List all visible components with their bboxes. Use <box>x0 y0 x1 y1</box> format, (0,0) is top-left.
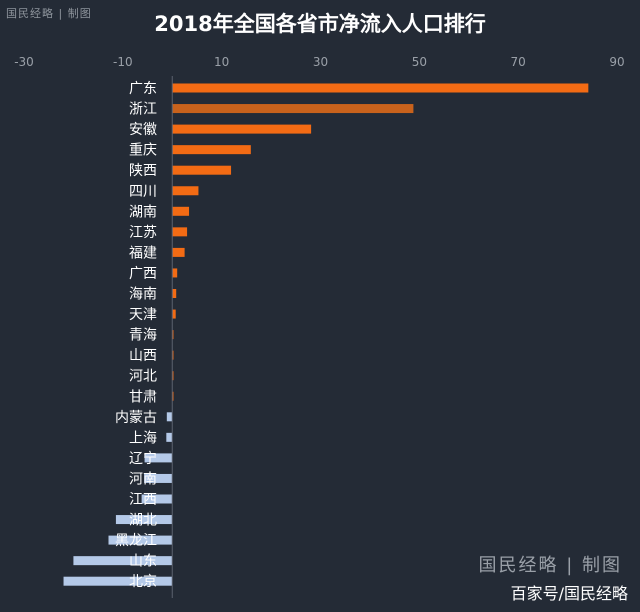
bar-13 <box>172 330 174 340</box>
category-label: 上海 <box>129 430 157 446</box>
category-label: 重庆 <box>129 143 157 159</box>
category-label: 天津 <box>129 307 157 323</box>
bar-15 <box>172 371 174 381</box>
chart-title: 2018年全国各省市净流入人口排行 <box>154 12 486 36</box>
bar-22 <box>115 515 173 525</box>
bar-14 <box>172 350 174 360</box>
bar-10 <box>172 268 178 278</box>
category-label: 北京 <box>129 574 157 590</box>
bar-7 <box>172 206 190 216</box>
category-label: 甘肃 <box>129 389 157 405</box>
category-label: 陕西 <box>129 163 157 179</box>
x-tick-label: 30 <box>313 55 328 69</box>
bar-2 <box>172 104 414 114</box>
category-label: 山东 <box>129 554 157 570</box>
bar-5 <box>172 165 232 175</box>
bar-17 <box>166 412 173 422</box>
bar-24 <box>73 556 173 566</box>
bar-20 <box>144 473 173 483</box>
watermark-badge-top: 国民经略 | 制图 <box>6 7 92 20</box>
category-label: 海南 <box>129 287 157 303</box>
category-label: 广西 <box>129 266 157 282</box>
x-tick-label: 50 <box>412 55 427 69</box>
bar-1 <box>172 83 589 93</box>
category-label: 河北 <box>129 369 157 385</box>
bar-3 <box>172 124 312 134</box>
category-label: 湖北 <box>129 513 157 529</box>
category-label: 江西 <box>129 492 157 508</box>
x-tick-label: 70 <box>511 55 526 69</box>
bar-18 <box>166 432 173 442</box>
x-tick-label: -10 <box>113 55 133 69</box>
category-label: 青海 <box>129 328 157 344</box>
bar-21 <box>141 494 173 504</box>
bar-4 <box>172 145 251 155</box>
category-label: 四川 <box>129 184 157 200</box>
category-label: 福建 <box>129 245 157 261</box>
category-label: 江苏 <box>129 225 157 241</box>
x-tick-label: 90 <box>609 55 624 69</box>
category-label: 内蒙古 <box>115 410 157 426</box>
x-tick-label: -30 <box>14 55 34 69</box>
bar-19 <box>144 453 173 463</box>
category-label: 浙江 <box>129 102 157 118</box>
bar-9 <box>172 247 185 257</box>
category-label: 山西 <box>129 348 157 364</box>
bar-11 <box>172 289 177 298</box>
bar-12 <box>172 309 176 319</box>
x-tick-label: 10 <box>214 55 229 69</box>
bar-6 <box>172 186 199 196</box>
bar-16 <box>172 391 174 401</box>
category-label: 安徽 <box>129 122 157 138</box>
category-label: 湖南 <box>129 204 157 220</box>
category-label: 黑龙江 <box>115 533 157 549</box>
category-label: 河南 <box>129 471 157 487</box>
bar-8 <box>172 227 188 237</box>
bar-25 <box>63 576 173 586</box>
category-label: 辽宁 <box>129 450 157 467</box>
watermark-badge-bottom: 国民经略 | 制图 <box>478 555 622 576</box>
bar-23 <box>108 535 173 545</box>
source-credit: 百家号/国民经略 <box>510 584 628 603</box>
category-label: 广东 <box>129 81 157 97</box>
